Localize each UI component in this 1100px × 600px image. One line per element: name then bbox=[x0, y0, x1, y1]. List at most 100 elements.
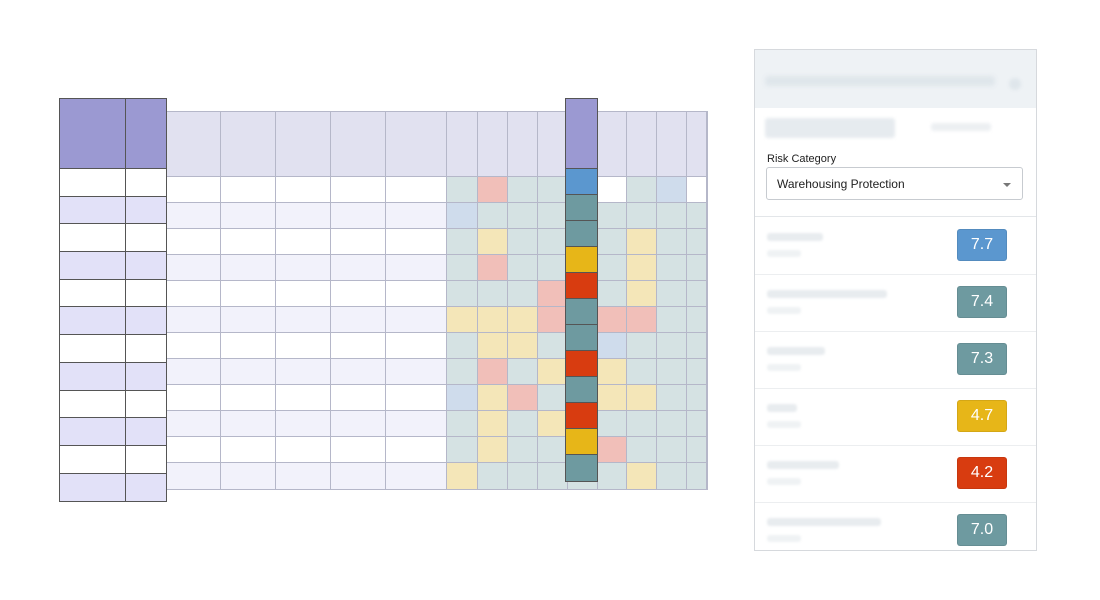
heatmap-cell[interactable] bbox=[447, 385, 478, 411]
heatmap-cell[interactable] bbox=[627, 203, 657, 229]
heatmap-cell[interactable] bbox=[538, 203, 568, 229]
heatmap-cell[interactable] bbox=[627, 307, 657, 333]
heatmap-cell[interactable] bbox=[657, 385, 687, 411]
heatmap-cell[interactable] bbox=[508, 437, 538, 463]
heatmap-cell[interactable] bbox=[657, 307, 687, 333]
heatmap-cell[interactable] bbox=[538, 229, 568, 255]
heatmap-cell[interactable] bbox=[687, 359, 707, 385]
risk-item[interactable]: 4.2 bbox=[755, 445, 1036, 503]
selected-column-cell[interactable] bbox=[566, 273, 597, 299]
heatmap-cell[interactable] bbox=[598, 229, 627, 255]
heatmap-cell[interactable] bbox=[478, 437, 508, 463]
heatmap-cell[interactable] bbox=[447, 359, 478, 385]
heatmap-cell[interactable] bbox=[538, 411, 568, 437]
heatmap-cell[interactable] bbox=[538, 177, 568, 203]
heatmap-cell[interactable] bbox=[627, 437, 657, 463]
heatmap-cell[interactable] bbox=[447, 177, 478, 203]
heatmap-cell[interactable] bbox=[478, 229, 508, 255]
heatmap-cell[interactable] bbox=[657, 203, 687, 229]
heatmap-cell[interactable] bbox=[657, 359, 687, 385]
heatmap-cell[interactable] bbox=[627, 385, 657, 411]
heatmap-cell[interactable] bbox=[508, 177, 538, 203]
selected-column-cell[interactable] bbox=[566, 169, 597, 195]
heatmap-cell[interactable] bbox=[478, 411, 508, 437]
selected-risk-column[interactable] bbox=[565, 98, 598, 482]
selected-column-cell[interactable] bbox=[566, 299, 597, 325]
heatmap-cell[interactable] bbox=[627, 281, 657, 307]
selected-column-cell[interactable] bbox=[566, 429, 597, 455]
heatmap-cell[interactable] bbox=[657, 437, 687, 463]
heatmap-cell[interactable] bbox=[538, 437, 568, 463]
heatmap-cell[interactable] bbox=[508, 411, 538, 437]
heatmap-cell[interactable] bbox=[687, 203, 707, 229]
heatmap-cell[interactable] bbox=[657, 229, 687, 255]
heatmap-cell[interactable] bbox=[538, 333, 568, 359]
selected-column-cell[interactable] bbox=[566, 195, 597, 221]
heatmap-cell[interactable] bbox=[687, 385, 707, 411]
heatmap-cell[interactable] bbox=[627, 359, 657, 385]
heatmap-cell[interactable] bbox=[447, 255, 478, 281]
risk-item[interactable]: 4.7 bbox=[755, 388, 1036, 446]
selected-column-cell[interactable] bbox=[566, 403, 597, 429]
heatmap-cell[interactable] bbox=[447, 411, 478, 437]
risk-item[interactable]: 7.3 bbox=[755, 331, 1036, 389]
selected-column-cell[interactable] bbox=[566, 221, 597, 247]
heatmap-cell[interactable] bbox=[447, 437, 478, 463]
tab-active[interactable] bbox=[765, 118, 895, 138]
heatmap-cell[interactable] bbox=[447, 463, 478, 489]
heatmap-cell[interactable] bbox=[478, 333, 508, 359]
heatmap-cell[interactable] bbox=[627, 463, 657, 489]
heatmap-cell[interactable] bbox=[508, 307, 538, 333]
heatmap-cell[interactable] bbox=[447, 203, 478, 229]
risk-item[interactable]: 7.7 bbox=[755, 217, 1036, 275]
heatmap-cell[interactable] bbox=[538, 359, 568, 385]
heatmap-cell[interactable] bbox=[508, 359, 538, 385]
heatmap-cell[interactable] bbox=[538, 463, 568, 489]
selected-column-cell[interactable] bbox=[566, 377, 597, 403]
heatmap-cell[interactable] bbox=[478, 307, 508, 333]
heatmap-cell[interactable] bbox=[478, 463, 508, 489]
heatmap-cell[interactable] bbox=[508, 203, 538, 229]
selected-column-cell[interactable] bbox=[566, 247, 597, 273]
heatmap-cell[interactable] bbox=[627, 411, 657, 437]
heatmap-cell[interactable] bbox=[598, 411, 627, 437]
heatmap-cell[interactable] bbox=[508, 385, 538, 411]
heatmap-cell[interactable] bbox=[657, 463, 687, 489]
risk-item[interactable]: 7.0 bbox=[755, 502, 1036, 550]
heatmap-cell[interactable] bbox=[627, 177, 657, 203]
heatmap-cell[interactable] bbox=[598, 359, 627, 385]
heatmap-cell[interactable] bbox=[447, 307, 478, 333]
heatmap-cell[interactable] bbox=[627, 333, 657, 359]
risk-category-select[interactable]: Warehousing Protection bbox=[766, 167, 1023, 200]
selected-column-cell[interactable] bbox=[566, 455, 597, 481]
heatmap-cell[interactable] bbox=[538, 385, 568, 411]
heatmap-cell[interactable] bbox=[687, 411, 707, 437]
heatmap-cell[interactable] bbox=[598, 463, 627, 489]
heatmap-cell[interactable] bbox=[657, 333, 687, 359]
heatmap-cell[interactable] bbox=[478, 177, 508, 203]
heatmap-cell[interactable] bbox=[598, 281, 627, 307]
heatmap-cell[interactable] bbox=[657, 177, 687, 203]
heatmap-cell[interactable] bbox=[657, 255, 687, 281]
heatmap-cell[interactable] bbox=[598, 203, 627, 229]
risk-item[interactable]: 7.4 bbox=[755, 274, 1036, 332]
selected-column-cell[interactable] bbox=[566, 325, 597, 351]
heatmap-cell[interactable] bbox=[447, 281, 478, 307]
heatmap-cell[interactable] bbox=[508, 255, 538, 281]
heatmap-cell[interactable] bbox=[657, 411, 687, 437]
heatmap-cell[interactable] bbox=[598, 333, 627, 359]
close-icon[interactable] bbox=[1009, 78, 1021, 90]
heatmap-cell[interactable] bbox=[598, 385, 627, 411]
heatmap-cell[interactable] bbox=[478, 281, 508, 307]
heatmap-cell[interactable] bbox=[478, 255, 508, 281]
heatmap-cell[interactable] bbox=[538, 307, 568, 333]
heatmap-cell[interactable] bbox=[657, 281, 687, 307]
heatmap-cell[interactable] bbox=[508, 333, 538, 359]
heatmap-cell[interactable] bbox=[687, 229, 707, 255]
heatmap-cell[interactable] bbox=[598, 255, 627, 281]
heatmap-cell[interactable] bbox=[508, 463, 538, 489]
heatmap-cell[interactable] bbox=[598, 437, 627, 463]
heatmap-cell[interactable] bbox=[627, 229, 657, 255]
heatmap-cell[interactable] bbox=[687, 463, 707, 489]
heatmap-cell[interactable] bbox=[687, 255, 707, 281]
